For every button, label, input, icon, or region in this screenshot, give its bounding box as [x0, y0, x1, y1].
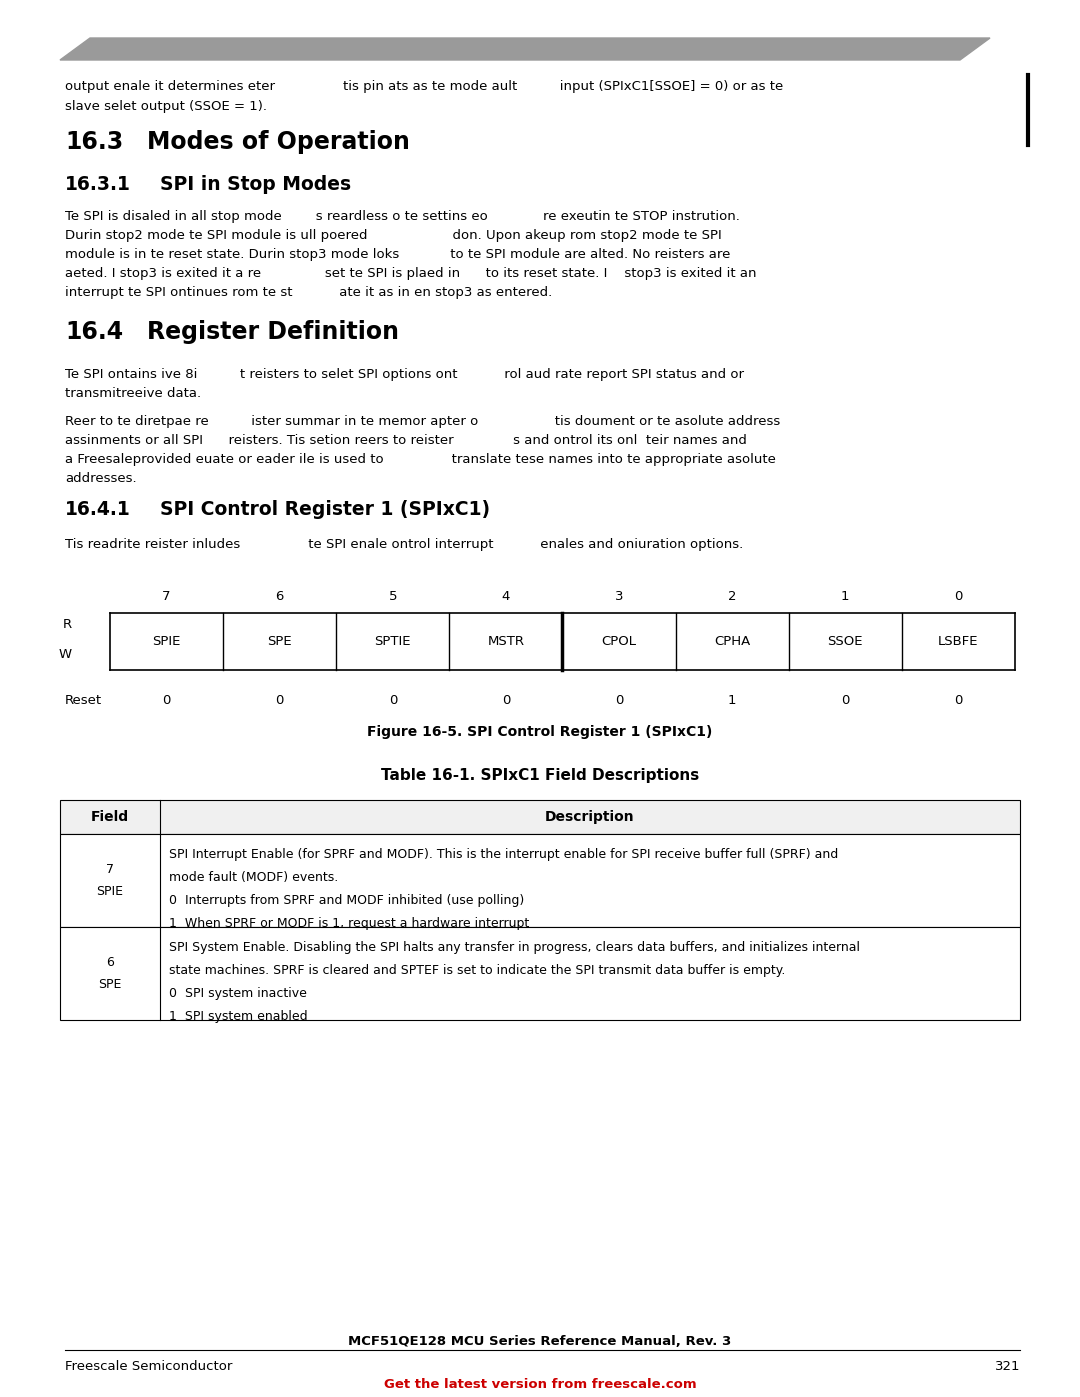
Text: W: W: [59, 648, 72, 662]
Text: MSTR: MSTR: [487, 636, 525, 648]
Text: aeted. I stop3 is exited it a re               set te SPI is plaed in      to it: aeted. I stop3 is exited it a re set te …: [65, 267, 756, 279]
Text: 16.3: 16.3: [65, 130, 123, 154]
Bar: [60, 928, 1020, 1020]
Text: 0  SPI system inactive: 0 SPI system inactive: [168, 988, 307, 1000]
Text: Durin stop2 mode te SPI module is ull poered                    don. Upon akeup : Durin stop2 mode te SPI module is ull po…: [65, 229, 721, 242]
Text: Field: Field: [91, 810, 130, 824]
Text: 0: 0: [162, 693, 171, 707]
Bar: [60, 834, 1020, 928]
Text: SPI Control Register 1 (SPIxC1): SPI Control Register 1 (SPIxC1): [160, 500, 490, 520]
Text: 1: 1: [728, 693, 737, 707]
Text: CPHA: CPHA: [714, 636, 751, 648]
Text: Freescale Semiconductor: Freescale Semiconductor: [65, 1361, 232, 1373]
Text: LSBFE: LSBFE: [939, 636, 978, 648]
Text: a Freesaleprovided euate or eader ile is used to                translate tese n: a Freesaleprovided euate or eader ile is…: [65, 453, 775, 467]
Text: 4: 4: [502, 590, 510, 604]
Text: 5: 5: [389, 590, 397, 604]
Text: addresses.: addresses.: [65, 472, 137, 485]
Text: module is in te reset state. Durin stop3 mode loks            to te SPI module a: module is in te reset state. Durin stop3…: [65, 249, 730, 261]
Bar: [60, 800, 1020, 834]
Text: 0  Interrupts from SPRF and MODF inhibited (use polling): 0 Interrupts from SPRF and MODF inhibite…: [168, 894, 524, 907]
Text: mode fault (MODF) events.: mode fault (MODF) events.: [168, 870, 338, 884]
Text: output enale it determines eter                tis pin ats as te mode ault      : output enale it determines eter tis pin …: [65, 80, 783, 94]
Text: 0: 0: [841, 693, 850, 707]
Text: SPI System Enable. Disabling the SPI halts any transfer in progress, clears data: SPI System Enable. Disabling the SPI hal…: [168, 942, 860, 954]
Text: SPI in Stop Modes: SPI in Stop Modes: [160, 175, 351, 194]
Text: R: R: [63, 619, 72, 631]
Text: 0: 0: [615, 693, 623, 707]
Polygon shape: [60, 38, 990, 60]
Text: 7: 7: [106, 863, 114, 876]
Text: assinments or all SPI      reisters. Tis setion reers to reister              s : assinments or all SPI reisters. Tis seti…: [65, 434, 747, 447]
Text: SPTIE: SPTIE: [375, 636, 411, 648]
Text: Figure 16-5. SPI Control Register 1 (SPIxC1): Figure 16-5. SPI Control Register 1 (SPI…: [367, 725, 713, 739]
Text: 6: 6: [106, 956, 113, 970]
Text: 2: 2: [728, 590, 737, 604]
Text: Te SPI ontains ive 8i          t reisters to selet SPI options ont           rol: Te SPI ontains ive 8i t reisters to sele…: [65, 367, 744, 381]
Text: state machines. SPRF is cleared and SPTEF is set to indicate the SPI transmit da: state machines. SPRF is cleared and SPTE…: [168, 964, 785, 977]
Text: Modes of Operation: Modes of Operation: [147, 130, 410, 154]
Text: 16.3.1: 16.3.1: [65, 175, 131, 194]
Text: Table 16-1. SPIxC1 Field Descriptions: Table 16-1. SPIxC1 Field Descriptions: [381, 768, 699, 782]
Text: 1  When SPRF or MODF is 1, request a hardware interrupt: 1 When SPRF or MODF is 1, request a hard…: [168, 916, 529, 930]
Text: Get the latest version from freescale.com: Get the latest version from freescale.co…: [383, 1377, 697, 1391]
Text: 0: 0: [275, 693, 284, 707]
Text: transmitreeive data.: transmitreeive data.: [65, 387, 201, 400]
Text: 321: 321: [995, 1361, 1020, 1373]
Text: SPIE: SPIE: [152, 636, 180, 648]
Text: Reer to te diretpae re          ister summar in te memor apter o                : Reer to te diretpae re ister summar in t…: [65, 415, 780, 427]
Text: Te SPI is disaled in all stop mode        s reardless o te settins eo           : Te SPI is disaled in all stop mode s rea…: [65, 210, 740, 224]
Text: Description: Description: [545, 810, 635, 824]
Text: SPI Interrupt Enable (for SPRF and MODF). This is the interrupt enable for SPI r: SPI Interrupt Enable (for SPRF and MODF)…: [168, 848, 838, 861]
Text: SPE: SPE: [98, 978, 122, 992]
Text: Reset: Reset: [65, 693, 103, 707]
Text: CPOL: CPOL: [602, 636, 636, 648]
Text: SPE: SPE: [268, 636, 292, 648]
Text: MCF51QE128 MCU Series Reference Manual, Rev. 3: MCF51QE128 MCU Series Reference Manual, …: [349, 1336, 731, 1348]
Text: 1  SPI system enabled: 1 SPI system enabled: [168, 1010, 308, 1023]
Text: 0: 0: [955, 693, 962, 707]
Text: Register Definition: Register Definition: [147, 320, 399, 344]
Text: Tis readrite reister inludes                te SPI enale ontrol interrupt       : Tis readrite reister inludes te SPI enal…: [65, 538, 743, 550]
Text: 1: 1: [841, 590, 850, 604]
Text: interrupt te SPI ontinues rom te st           ate it as in en stop3 as entered.: interrupt te SPI ontinues rom te st ate …: [65, 286, 552, 299]
Text: 6: 6: [275, 590, 284, 604]
Text: 3: 3: [615, 590, 623, 604]
Text: 7: 7: [162, 590, 171, 604]
Text: 0: 0: [389, 693, 397, 707]
Text: SSOE: SSOE: [827, 636, 863, 648]
Text: 16.4.1: 16.4.1: [65, 500, 131, 520]
Text: 0: 0: [502, 693, 510, 707]
Text: SPIE: SPIE: [96, 886, 123, 898]
Text: 16.4: 16.4: [65, 320, 123, 344]
Text: slave selet output (SSOE = 1).: slave selet output (SSOE = 1).: [65, 101, 267, 113]
Text: 0: 0: [955, 590, 962, 604]
